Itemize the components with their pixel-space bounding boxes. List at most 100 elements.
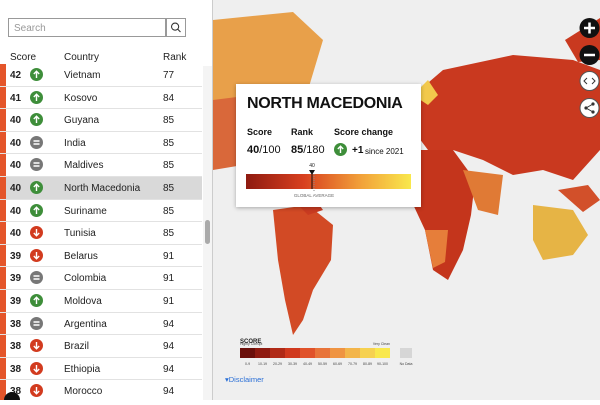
table-row[interactable]: 39 Belarus 91 [0, 244, 202, 268]
change-icon [30, 113, 43, 127]
legend-range: 80-89 [363, 362, 372, 366]
score: 38 [10, 318, 22, 330]
icon-glyph [33, 229, 40, 237]
score-strip [0, 154, 6, 176]
table-row[interactable]: 38 Morocco 94 [0, 380, 202, 400]
icon-glyph [33, 342, 40, 350]
score-strip [0, 64, 6, 86]
score-strip [0, 312, 6, 335]
embed[interactable] [579, 71, 600, 91]
legend-range: 90-100 [377, 362, 388, 366]
marker-label: 40 [309, 163, 315, 169]
share[interactable] [579, 98, 600, 118]
table-row[interactable]: 42 Vietnam 77 [0, 64, 202, 87]
table-row[interactable]: 39 Moldova 91 [0, 290, 202, 313]
icon-glyph [33, 70, 40, 78]
header-country[interactable]: Country [64, 52, 100, 63]
score: 38 [10, 363, 22, 375]
average-label: GLOBAL AVERAGE [294, 193, 334, 198]
rank: 91 [163, 296, 175, 307]
change-icon [30, 68, 43, 81]
score: 41 [10, 92, 22, 104]
country: Maldives [64, 160, 104, 172]
search-input[interactable]: Search [8, 18, 166, 37]
rank: 85 [163, 160, 175, 172]
score-strip [0, 357, 6, 380]
table-row[interactable]: 40 Tunisia 85 [0, 222, 202, 245]
ranking-panel: Search Score Country Rank 42 Vietnam 77 41 K… [0, 0, 213, 400]
score: 40 [10, 183, 22, 194]
icon-glyph [33, 205, 40, 214]
change-icon [334, 143, 347, 156]
rank: 85 [163, 205, 175, 217]
change-icon [30, 158, 43, 172]
change-since: since 2021 [365, 147, 404, 156]
legend-range: 10-19 [258, 362, 267, 366]
search-button[interactable] [166, 18, 186, 37]
score-strip [0, 86, 6, 109]
table-row[interactable]: 40 India 85 [0, 131, 202, 155]
table-row[interactable]: 38 Brazil 94 [0, 335, 202, 358]
score-strip [0, 244, 6, 267]
change-icon [30, 271, 43, 285]
country: Vietnam [64, 70, 101, 81]
popup-country: NORTH MACEDONIA [247, 95, 403, 112]
rank: 91 [163, 250, 175, 262]
disclaimer-link[interactable]: ▾Disclaimer [225, 375, 264, 384]
table-row[interactable]: 40 Guyana 85 [0, 109, 202, 132]
change-icon [30, 294, 43, 307]
change-icon [30, 384, 43, 398]
score-label: Score [247, 127, 273, 137]
country: Guyana [64, 115, 100, 127]
icon-glyph [33, 320, 40, 326]
header-score[interactable]: Score [10, 52, 37, 63]
change-icon [30, 90, 43, 104]
rank-value: 85/180 [291, 144, 325, 156]
table-row[interactable]: 38 Argentina 94 [0, 312, 202, 336]
score: 39 [10, 273, 22, 285]
map-controls [579, 18, 600, 118]
country: Tunisia [64, 228, 96, 240]
icon-glyph [33, 162, 40, 168]
legend-range: 0-9 [245, 362, 250, 366]
score-value: 40/100 [247, 144, 281, 156]
legend-range: 70-79 [348, 362, 357, 366]
country: Moldova [64, 296, 102, 307]
legend-range: 40-49 [303, 362, 312, 366]
country-popup: NORTH MACEDONIA Score Rank Score change … [236, 84, 421, 207]
rank: 85 [163, 183, 175, 194]
table-row[interactable]: 40 North Macedonia 85 [0, 177, 202, 200]
legend-nodata: No Data [400, 362, 413, 366]
header-rank[interactable]: Rank [163, 52, 187, 63]
table-row[interactable]: 39 Colombia 91 [0, 267, 202, 290]
score: 40 [10, 160, 22, 172]
score: 40 [247, 144, 260, 156]
rank: 77 [163, 70, 175, 81]
country: Brazil [64, 341, 90, 353]
legend-swatch [255, 348, 270, 358]
score-strip [0, 109, 6, 131]
change-icon [30, 361, 43, 375]
score: 40 [10, 205, 22, 217]
icon-glyph [33, 364, 40, 373]
zoom-in[interactable] [579, 18, 600, 38]
rows: 42 Vietnam 77 41 Kosovo 84 40 Guyana 85 40 India 85… [0, 64, 202, 400]
rank: 85 [163, 228, 175, 240]
scrollbar[interactable] [203, 66, 212, 400]
zoom-out[interactable] [579, 45, 600, 65]
table-row[interactable]: 40 Maldives 85 [0, 154, 202, 177]
legend-swatch [375, 348, 390, 358]
change-icon [30, 316, 43, 330]
table-row[interactable]: 40 Suriname 85 [0, 199, 202, 223]
icon-bg [30, 316, 43, 330]
country: Argentina [64, 318, 107, 330]
legend-low: Highly Corrupt [240, 342, 262, 346]
disclaimer-text[interactable]: Disclaimer [228, 375, 264, 384]
legend-nodata-swatch [400, 348, 412, 358]
table-row[interactable]: 38 Ethiopia 94 [0, 357, 202, 381]
country: India [64, 137, 86, 149]
change-label: Score change [334, 127, 394, 137]
fab[interactable] [4, 392, 20, 400]
table-row[interactable]: 41 Kosovo 84 [0, 86, 202, 110]
icon-glyph [33, 387, 40, 396]
